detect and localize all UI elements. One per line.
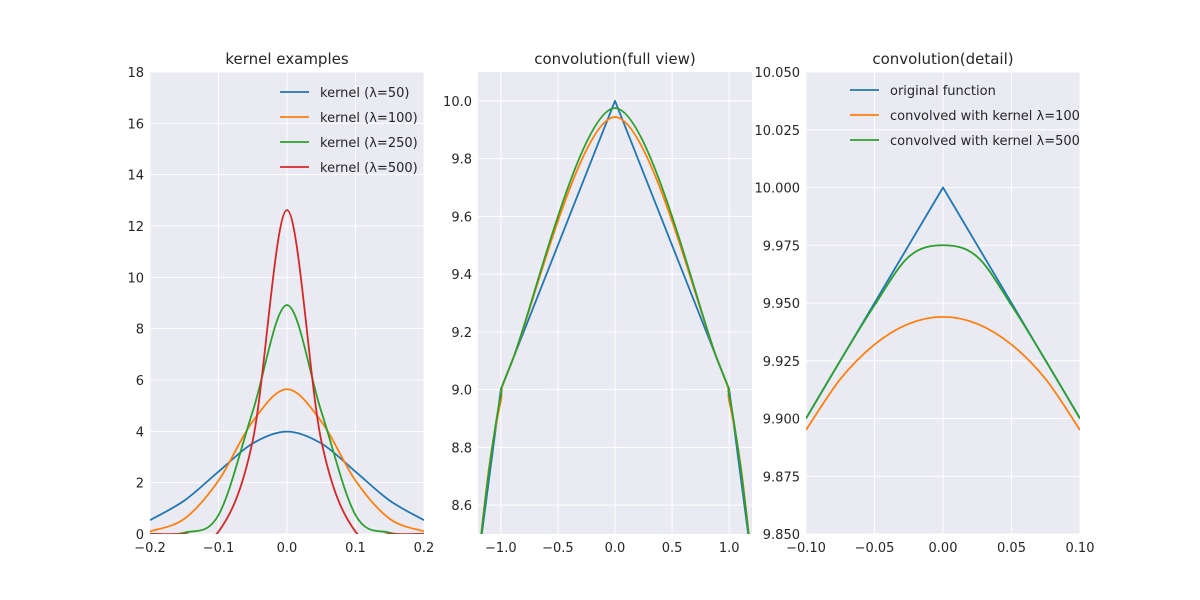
x-tick-label: 0.0	[277, 541, 298, 556]
series-line	[150, 430, 424, 521]
y-tick-label: 10.0	[443, 95, 472, 110]
legend-label: original function	[890, 84, 996, 99]
y-tick-label: 9.950	[763, 297, 800, 312]
y-tick-label: 18	[127, 66, 144, 81]
y-tick-label: 14	[127, 169, 144, 184]
y-tick-label: 9.875	[763, 470, 800, 485]
y-tick-label: 9.900	[763, 413, 800, 428]
kernel-examples-panel: kernel examples −0.2 −0.1 0.0 0.1 0.2 0 2 4 6 8 10…	[127, 50, 434, 556]
y-tick-label: 8.6	[451, 499, 472, 514]
series-line	[806, 244, 1080, 419]
y-tick-label: 9.850	[763, 528, 800, 543]
series-line	[150, 388, 424, 533]
y-tick-label: 0	[136, 528, 144, 543]
series-line	[480, 99, 750, 534]
legend-label: kernel (λ=50)	[320, 86, 409, 101]
x-tick-label: −0.1	[203, 541, 235, 556]
y-tick-label: 6	[136, 374, 144, 389]
x-tick-label: 1.0	[719, 541, 740, 556]
x-tick-label: 0.2	[414, 541, 435, 556]
x-tick-label: 0.05	[997, 541, 1026, 556]
y-tick-label: 9.6	[451, 210, 472, 225]
y-tick-label: 9.4	[451, 268, 472, 283]
series-group	[150, 209, 424, 534]
y-tick-label: 16	[127, 117, 144, 132]
x-tick-label: 0.1	[345, 541, 366, 556]
legend-label: kernel (λ=100)	[320, 111, 418, 126]
y-tick-label: 10.025	[755, 124, 801, 139]
series-line	[150, 209, 424, 534]
y-tick-label: 8	[136, 323, 144, 338]
y-tick-label: 12	[127, 220, 144, 235]
legend-label: convolved with kernel λ=500	[890, 134, 1080, 149]
legend-label: convolved with kernel λ=100	[890, 109, 1080, 124]
series-group	[806, 186, 1080, 431]
legend: original function convolved with kernel λ…	[850, 84, 1080, 149]
chart-title: kernel examples	[225, 50, 349, 68]
y-tick-label: 2	[136, 477, 144, 492]
series-line	[150, 304, 424, 534]
y-tick-label: 8.8	[451, 441, 472, 456]
x-tick-label: 0.10	[1066, 541, 1095, 556]
x-tick-label: −1.0	[485, 541, 517, 556]
series-line	[480, 107, 750, 534]
x-tick-label: 0.0	[605, 541, 626, 556]
convolution-full-view-panel: convolution(full view) −1.0 −0.5 0.0 0.5 1.0…	[443, 50, 752, 556]
y-tick-label: 9.8	[451, 153, 472, 168]
y-tick-label: 10	[127, 271, 144, 286]
chart-title: convolution(detail)	[872, 50, 1013, 68]
legend-label: kernel (λ=500)	[320, 161, 418, 176]
x-tick-label: 0.00	[929, 541, 958, 556]
x-tick-label: 0.5	[662, 541, 683, 556]
chart-title: convolution(full view)	[534, 50, 696, 68]
legend-label: kernel (λ=250)	[320, 136, 418, 151]
convolution-detail-panel: convolution(detail) −0.10 −0.05 0.00 0.05 0.…	[755, 50, 1095, 556]
x-tick-label: −0.5	[542, 541, 574, 556]
y-tick-label: 10.050	[755, 66, 801, 81]
y-tick-label: 9.925	[763, 355, 800, 370]
x-tick-label: −0.10	[786, 541, 826, 556]
legend: kernel (λ=50) kernel (λ=100) kernel (λ=250…	[280, 86, 418, 176]
y-tick-label: 9.0	[451, 384, 472, 399]
x-tick-label: −0.05	[855, 541, 895, 556]
series-line	[806, 315, 1080, 431]
y-tick-label: 9.2	[451, 326, 472, 341]
y-tick-label: 10.000	[755, 182, 801, 197]
series-group	[480, 99, 750, 534]
y-tick-label: 9.975	[763, 239, 800, 254]
x-tick-label: −0.2	[134, 541, 166, 556]
y-tick-label: 4	[136, 425, 144, 440]
